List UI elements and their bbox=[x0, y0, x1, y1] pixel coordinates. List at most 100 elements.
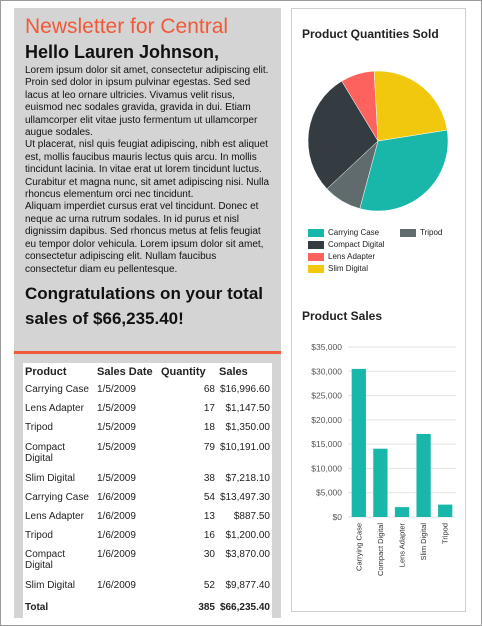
paragraph: Aliquam imperdiet cursus erat vel tincid… bbox=[25, 201, 264, 275]
charts-panel: Product Quantities Sold Carrying Case Tri… bbox=[291, 8, 466, 612]
quantity-cell: 54 bbox=[203, 491, 215, 503]
x-tick-label: Slim Digital bbox=[419, 523, 428, 561]
quantity-cell: 18 bbox=[203, 422, 215, 434]
bar bbox=[351, 368, 366, 517]
product-cell: Compact Digital bbox=[25, 549, 66, 572]
quantity-cell: 30 bbox=[203, 549, 215, 561]
total-sales: $66,235.40 bbox=[219, 601, 270, 613]
x-tick-label: Tripod bbox=[441, 523, 450, 544]
total-label: Total bbox=[25, 601, 49, 613]
legend-item: Slim Digital bbox=[308, 264, 368, 274]
legend-swatch bbox=[308, 240, 324, 249]
table-row: Tripod 1/5/2009 18 $1,350.00 bbox=[23, 419, 272, 438]
legend-item: Lens Adapter bbox=[308, 252, 375, 262]
newsletter-intro: Newsletter for Central Hello Lauren John… bbox=[14, 8, 281, 351]
total-date bbox=[95, 597, 159, 616]
sales-cell: $13,497.30 bbox=[219, 491, 270, 503]
quantity-cell: 17 bbox=[203, 403, 215, 415]
table-row: Lens Adapter 1/5/2009 17 $1,147.50 bbox=[23, 400, 272, 419]
product-cell: Carrying Case bbox=[25, 384, 89, 395]
table-row: Compact Digital 1/6/2009 30 $3,870.00 bbox=[23, 546, 272, 577]
quantity-cell: 38 bbox=[203, 472, 215, 484]
table-row: Carrying Case 1/6/2009 54 $13,497.30 bbox=[23, 489, 272, 508]
total-quantity: 385 bbox=[198, 601, 215, 613]
pie-slice bbox=[373, 70, 448, 142]
product-cell: Slim Digital bbox=[25, 580, 76, 592]
bar bbox=[394, 507, 410, 517]
product-cell: Lens Adapter bbox=[25, 510, 84, 522]
legend-item: Tripod bbox=[400, 228, 442, 238]
bar bbox=[373, 448, 388, 517]
sales-cell: $7,218.10 bbox=[225, 472, 271, 484]
legend-swatch bbox=[308, 252, 324, 261]
legend-label: Slim Digital bbox=[328, 264, 369, 273]
date-cell: 1/5/2009 bbox=[97, 441, 136, 453]
table-row: Tripod 1/6/2009 16 $1,200.00 bbox=[23, 527, 272, 546]
y-tick-label: $25,000 bbox=[311, 391, 342, 401]
quantity-cell: 16 bbox=[203, 530, 215, 542]
x-tick-label: Compact Digital bbox=[376, 523, 385, 576]
legend-item: Carrying Case bbox=[308, 228, 379, 238]
quantity-cell: 79 bbox=[203, 441, 215, 453]
date-cell: 1/6/2009 bbox=[97, 580, 136, 592]
newsletter-panel: Newsletter for Central Hello Lauren John… bbox=[14, 8, 281, 618]
congratulations-message: Congratulations on your total sales of $… bbox=[25, 283, 263, 328]
accent-divider bbox=[14, 351, 281, 354]
sales-cell: $3,870.00 bbox=[225, 549, 271, 561]
quantity-cell: 13 bbox=[203, 510, 215, 522]
sales-cell: $9,877.40 bbox=[225, 580, 271, 592]
date-cell: 1/5/2009 bbox=[97, 422, 136, 434]
y-tick-label: $10,000 bbox=[311, 463, 342, 473]
column-header: Sales bbox=[219, 366, 248, 378]
date-cell: 1/6/2009 bbox=[97, 530, 136, 542]
product-cell: Tripod bbox=[25, 422, 53, 434]
column-header: Quantity bbox=[161, 366, 206, 378]
date-cell: 1/6/2009 bbox=[97, 549, 136, 561]
sales-cell: $1,350.00 bbox=[225, 422, 271, 434]
product-cell: Lens Adapter bbox=[25, 403, 84, 415]
y-tick-label: $15,000 bbox=[311, 439, 342, 449]
date-cell: 1/6/2009 bbox=[97, 510, 136, 522]
legend-swatch bbox=[308, 228, 324, 237]
legend-swatch bbox=[308, 264, 324, 273]
table-row: Slim Digital 1/5/2009 38 $7,218.10 bbox=[23, 470, 272, 489]
table-row: Compact Digital 1/5/2009 79 $10,191.00 bbox=[23, 439, 272, 470]
bar bbox=[438, 504, 453, 517]
legend-item: Compact Digital bbox=[308, 240, 384, 250]
table-row: Lens Adapter 1/6/2009 13 $887.50 bbox=[23, 508, 272, 527]
bar-chart-title: Product Sales bbox=[302, 309, 383, 323]
column-header: Product bbox=[25, 366, 67, 378]
sales-cell: $16,996.60 bbox=[219, 384, 270, 395]
pie-chart-title: Product Quantities Sold bbox=[302, 27, 439, 41]
legend-label: Compact Digital bbox=[328, 240, 385, 249]
date-cell: 1/5/2009 bbox=[97, 403, 136, 415]
column-header: Sales Date bbox=[97, 366, 153, 378]
date-cell: 1/5/2009 bbox=[97, 384, 136, 395]
sales-cell: $1,200.00 bbox=[225, 530, 271, 542]
product-cell: Slim Digital bbox=[25, 472, 76, 484]
y-tick-label: $20,000 bbox=[311, 415, 342, 425]
quantity-cell: 52 bbox=[203, 580, 215, 592]
legend-label: Lens Adapter bbox=[328, 252, 376, 261]
product-cell: Tripod bbox=[25, 530, 53, 542]
legend-label: Tripod bbox=[420, 228, 443, 237]
product-cell: Compact Digital bbox=[25, 441, 66, 464]
product-cell: Carrying Case bbox=[25, 491, 89, 503]
sales-table: Product Sales Date Quantity Sales Carryi… bbox=[23, 363, 272, 616]
date-cell: 1/5/2009 bbox=[97, 472, 136, 484]
greeting: Hello Lauren Johnson, bbox=[25, 42, 220, 62]
newsletter-title: Newsletter for Central bbox=[25, 15, 229, 38]
pie-slice bbox=[307, 80, 379, 190]
y-tick-label: $0 bbox=[333, 512, 343, 522]
pie-chart bbox=[307, 70, 449, 212]
x-tick-label: Carrying Case bbox=[354, 523, 363, 571]
date-cell: 1/6/2009 bbox=[97, 491, 136, 503]
table-row: Slim Digital 1/6/2009 52 $9,877.40 bbox=[23, 577, 272, 596]
bar bbox=[416, 433, 431, 517]
sales-cell: $10,191.00 bbox=[219, 441, 270, 453]
legend-swatch bbox=[400, 228, 416, 237]
sales-cell: $887.50 bbox=[233, 510, 270, 522]
y-tick-label: $30,000 bbox=[311, 366, 342, 376]
paragraph: Ut placerat, nisl quis feugiat adipiscin… bbox=[25, 139, 270, 201]
bar-chart: $0 $5,000 $10,000 $15,000 $20,000 $25,000 $30,… bbox=[311, 342, 456, 576]
